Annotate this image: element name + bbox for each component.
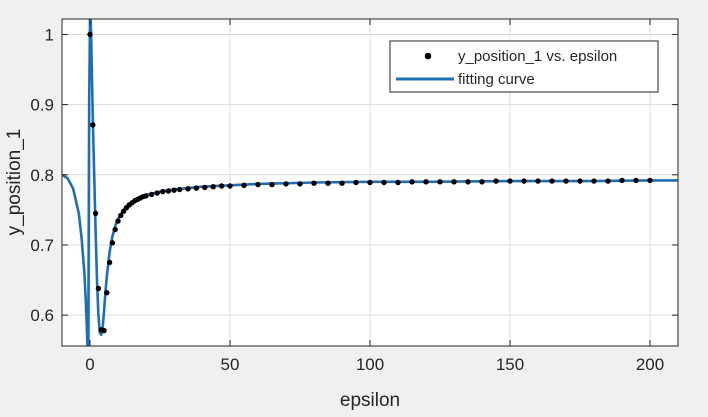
data-point <box>118 212 124 219</box>
data-point <box>297 181 303 187</box>
x-tick-label: 200 <box>636 355 664 374</box>
data-point <box>451 179 457 185</box>
data-point <box>154 190 160 196</box>
data-point <box>633 177 639 184</box>
data-point <box>106 259 113 266</box>
data-point <box>101 327 107 334</box>
data-point <box>591 178 597 184</box>
data-point <box>90 122 96 128</box>
legend-box <box>389 40 659 93</box>
legend-marker-points <box>424 52 432 60</box>
y-tick-label: 0.7 <box>30 236 54 255</box>
data-point <box>395 179 401 186</box>
data-point <box>115 218 121 224</box>
data-point <box>283 181 289 187</box>
data-point <box>353 179 359 186</box>
x-axis-label: epsilon <box>340 390 400 411</box>
data-point <box>325 180 331 186</box>
data-point <box>87 31 93 38</box>
data-point <box>619 177 625 184</box>
fitting-curve-line <box>62 19 678 346</box>
data-point <box>160 188 166 195</box>
data-point <box>241 182 247 189</box>
data-point <box>109 240 116 246</box>
data-point <box>255 181 261 188</box>
data-point <box>227 183 233 189</box>
data-point <box>647 177 653 184</box>
data-point <box>507 178 513 184</box>
y-tick-label: 0.9 <box>30 96 54 115</box>
data-point <box>176 186 183 193</box>
data-point <box>437 179 443 185</box>
data-point <box>521 178 527 184</box>
data-point <box>210 184 216 190</box>
data-point <box>165 188 172 194</box>
y-axis-label: y_position_1 <box>4 129 25 236</box>
tick-layer: 0 50 100 150 200 0.6 0.7 0.8 0.9 1 <box>30 19 678 374</box>
data-point <box>92 210 99 217</box>
y-tick-label: 0.6 <box>30 306 54 325</box>
data-point <box>479 179 485 185</box>
legend: y_position_1 vs. epsilon fitting curve <box>389 40 659 93</box>
data-layer <box>62 19 678 346</box>
data-point <box>381 179 387 186</box>
data-point <box>367 179 373 186</box>
data-point <box>148 191 155 198</box>
legend-label-points: y_position_1 vs. epsilon <box>458 48 617 65</box>
data-point <box>185 186 191 192</box>
data-point <box>193 185 200 191</box>
data-point <box>112 226 118 233</box>
data-point <box>423 179 429 185</box>
y-tick-label: 1 <box>45 25 54 44</box>
data-point <box>171 187 177 193</box>
data-point <box>104 289 110 296</box>
data-point <box>493 178 499 184</box>
legend-label-curve: fitting curve <box>458 71 535 88</box>
data-point <box>465 179 471 185</box>
x-tick-label: 0 <box>85 355 94 374</box>
x-tick-label: 50 <box>221 355 240 374</box>
data-point <box>95 285 102 292</box>
data-point <box>409 179 415 185</box>
data-point <box>269 181 275 188</box>
data-point <box>311 180 317 186</box>
data-point <box>577 178 583 184</box>
data-point <box>143 193 149 199</box>
x-tick-label: 100 <box>356 355 384 374</box>
y-tick-label: 0.8 <box>30 166 54 185</box>
data-point <box>339 180 345 186</box>
data-point <box>563 178 569 184</box>
data-point <box>218 183 225 189</box>
x-tick-label: 150 <box>496 355 524 374</box>
data-point <box>549 178 555 184</box>
data-point <box>202 184 208 191</box>
data-point <box>605 178 611 184</box>
data-point <box>535 178 541 184</box>
